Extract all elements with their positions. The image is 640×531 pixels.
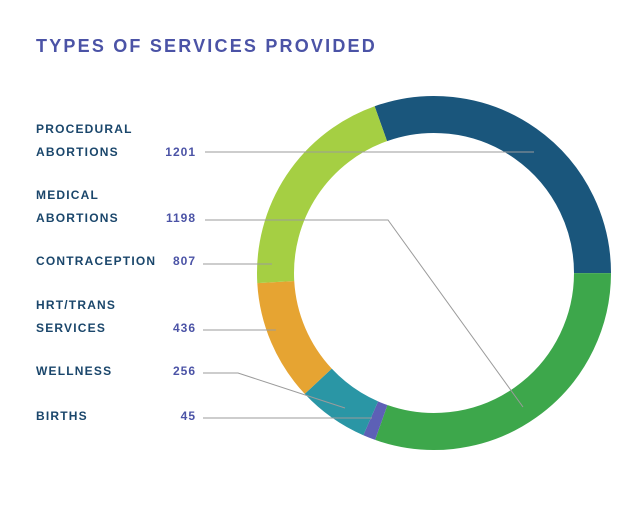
donut-segment (374, 96, 611, 274)
chart-title: TYPES OF SERVICES PROVIDED (36, 36, 377, 56)
legend-value: 45 (180, 409, 196, 423)
legend-value: 1198 (165, 211, 196, 225)
donut-segment (304, 368, 379, 436)
legend-row-hrt-trans-services: HRT/TRANS SERVICES 436 (36, 294, 196, 340)
donut-segment (375, 272, 611, 450)
legend-value: 436 (172, 321, 196, 335)
legend-row-procedural-abortions: PROCEDURAL ABORTIONS 1201 (36, 118, 196, 164)
legend-value: 256 (172, 364, 196, 378)
legend-value: 807 (172, 254, 196, 268)
legend-row-medical-abortions: MEDICAL ABORTIONS 1198 (36, 184, 196, 230)
legend-label: HRT/TRANS SERVICES (36, 298, 117, 335)
callout-line (203, 372, 346, 409)
donut-segment (363, 401, 388, 440)
legend-row-births: BIRTHS 45 (36, 405, 196, 428)
legend-label: WELLNESS (36, 364, 113, 378)
donut-segment (257, 106, 388, 284)
legend-label: PROCEDURAL ABORTIONS (36, 122, 133, 159)
legend-label: MEDICAL ABORTIONS (36, 188, 119, 225)
legend-row-contraception: CONTRACEPTION 807 (36, 250, 196, 273)
legend-label: BIRTHS (36, 409, 88, 423)
legend-row-wellness: WELLNESS 256 (36, 360, 196, 383)
donut-segment (257, 280, 333, 394)
legend-value: 1201 (165, 145, 196, 159)
legend-label: CONTRACEPTION (36, 254, 157, 268)
callout-line (205, 219, 524, 408)
